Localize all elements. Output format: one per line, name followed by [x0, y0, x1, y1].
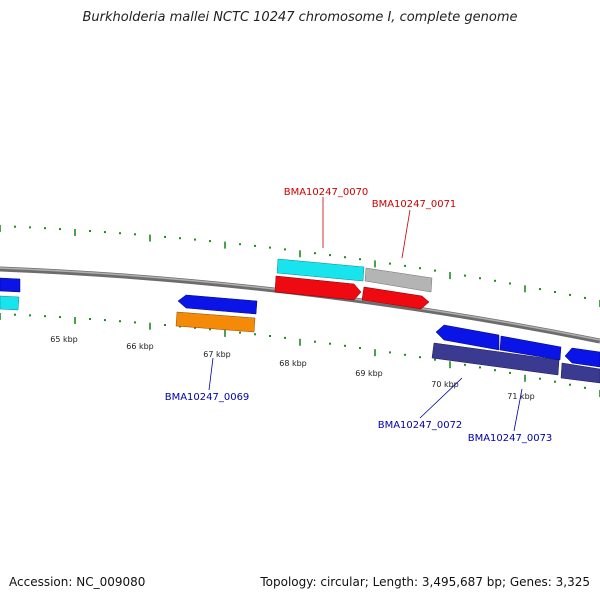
gene-bma10247-0073[interactable]	[499, 335, 562, 361]
cds-red-0070	[274, 275, 362, 301]
gene-label-0072[interactable]: BMA10247_0072	[378, 420, 463, 431]
ruler-label-71kbp: 71 kbp	[507, 392, 535, 401]
ruler-label-66kbp: 66 kbp	[126, 342, 154, 351]
ruler-label-70kbp: 70 kbp	[431, 380, 459, 389]
ruler-label-65kbp: 65 kbp	[50, 335, 78, 344]
leader-0073	[513, 388, 523, 432]
cds-cyan-0070	[276, 258, 365, 282]
accession-text: Accession: NC_009080	[9, 575, 146, 589]
inner-tick-ring	[0, 313, 600, 397]
gene-bma10247-0069[interactable]	[175, 294, 258, 333]
cds-red-0071	[361, 286, 430, 310]
leader-0071	[401, 209, 411, 259]
cds-blue-0069	[177, 294, 258, 315]
cds-blue-rightedge	[564, 347, 600, 368]
cds-navy-0072	[431, 342, 560, 376]
leader-0069	[208, 357, 214, 391]
gene-labels: BMA10247_0070 BMA10247_0071 BMA10247_006…	[165, 187, 553, 444]
ruler-labels: 65 kbp 66 kbp 67 kbp 68 kbp 69 kbp 70 kb…	[50, 335, 535, 401]
gene-label-0071[interactable]: BMA10247_0071	[372, 199, 457, 210]
gene-label-0069[interactable]: BMA10247_0069	[165, 392, 250, 403]
leader-0072	[419, 377, 463, 419]
gene-bma10247-0072[interactable]	[431, 324, 560, 376]
ruler-label-69kbp: 69 kbp	[355, 369, 383, 378]
cds-blue-leftedge	[0, 277, 21, 293]
cds-orange-0069	[175, 311, 256, 333]
ruler-label-68kbp: 68 kbp	[279, 359, 307, 368]
label-leaders	[208, 197, 523, 432]
cds-leftedge	[0, 277, 21, 311]
cds-blue-0072	[435, 324, 500, 351]
gene-label-0073[interactable]: BMA10247_0073	[468, 433, 553, 444]
gene-label-0070[interactable]: BMA10247_0070	[284, 187, 369, 198]
topology-summary-text: Topology: circular; Length: 3,495,687 bp…	[260, 575, 590, 589]
ruler-label-67kbp: 67 kbp	[203, 350, 231, 359]
map-title: Burkholderia mallei NCTC 10247 chromosom…	[82, 10, 518, 25]
cds-grey-0071	[364, 267, 433, 293]
gene-bma10247-0070[interactable]	[274, 258, 365, 301]
gene-bma10247-0071[interactable]	[361, 267, 433, 310]
cds-navy-rightedge	[560, 362, 600, 384]
outer-tick-ring	[0, 225, 600, 307]
cds-rightedge	[560, 347, 600, 384]
cds-blue-0073	[499, 335, 562, 361]
cds-cyan-leftedge	[0, 295, 20, 311]
